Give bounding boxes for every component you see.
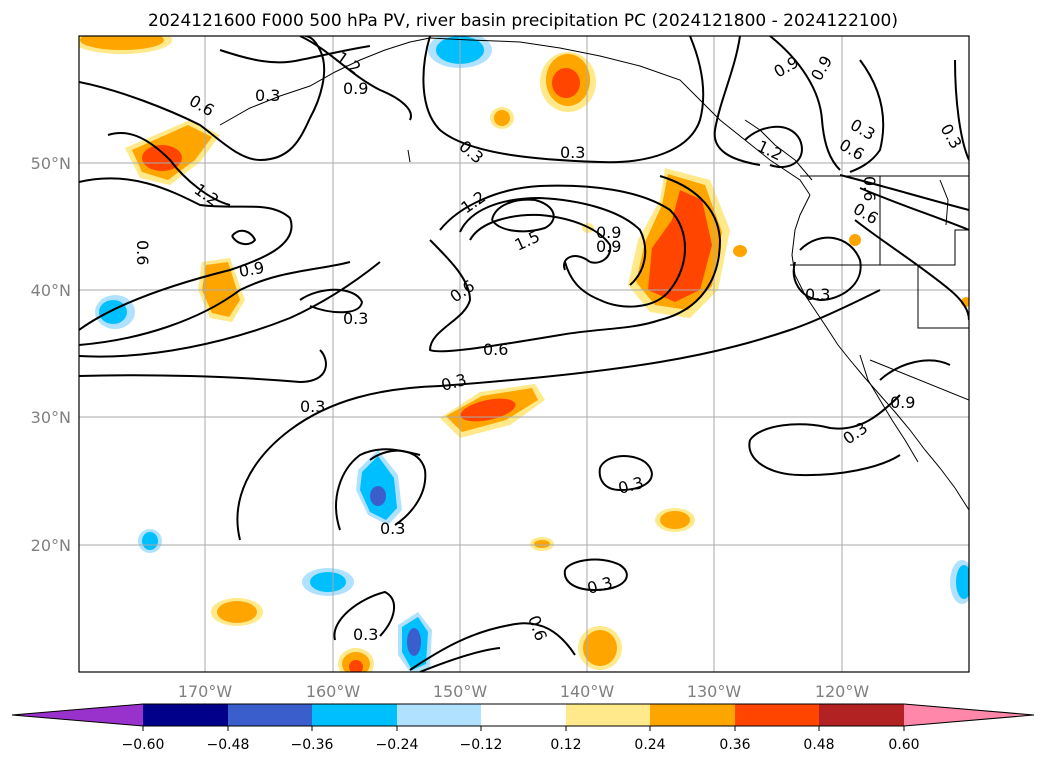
lat-label: 20°N (31, 536, 71, 555)
longitude-labels: 170°W 160°W 150°W 140°W 130°W 120°W (178, 682, 870, 701)
lon-label: 130°W (687, 682, 742, 701)
colorbar-tick-label: 0.36 (719, 737, 750, 753)
colorbar-segment (650, 704, 735, 726)
colorbar-segment (228, 704, 312, 726)
contour-label: 0.9 (890, 393, 915, 412)
colorbar-segment (12, 704, 143, 726)
lon-label: 160°W (306, 682, 361, 701)
contour-label: 0.3 (255, 86, 280, 105)
colorbar-segment (397, 704, 481, 726)
precip-positive-shading (79, 36, 969, 672)
colorbar-tick-label: 0.24 (634, 737, 665, 753)
map-frame (78, 35, 970, 673)
colorbar-segment (481, 704, 566, 726)
colorbar-tick-label: −0.48 (207, 737, 250, 753)
contour-label: 0.3 (353, 625, 378, 644)
lon-label: 140°W (560, 682, 615, 701)
contour-label: 0.3 (805, 285, 830, 304)
lon-label: 120°W (815, 682, 870, 701)
contour-label: 0.9 (237, 258, 265, 281)
contour-label: 0.3 (300, 397, 325, 416)
colorbar-segment (143, 704, 228, 726)
contour-label: 0.6 (483, 340, 508, 359)
colorbar-segment (312, 704, 397, 726)
contour-label: 0.9 (343, 79, 368, 98)
contour-label: 0.9 (596, 223, 621, 242)
lon-label: 150°W (433, 682, 488, 701)
colorbar-tick-label: 0.60 (888, 737, 919, 753)
colorbar-segment (819, 704, 904, 726)
contour-label: 0.3 (343, 309, 368, 328)
figure-title: 2024121600 F000 500 hPa PV, river basin … (148, 11, 898, 31)
colorbar-segment (566, 704, 650, 726)
colorbar-tick-label: 0.12 (550, 737, 581, 753)
lat-label: 40°N (31, 281, 71, 300)
colorbar-tick-label: 0.48 (803, 737, 834, 753)
contour-label: 0.3 (560, 143, 585, 162)
contour-label: 0.3 (380, 519, 405, 538)
contour-label: 0.6 (860, 176, 879, 201)
contour-label: 0.6 (133, 240, 152, 265)
coastlines (219, 37, 969, 511)
colorbar-ticks (142, 726, 905, 731)
colorbar-segment (904, 704, 1034, 726)
lat-label: 30°N (31, 408, 71, 427)
colorbar-segment (735, 704, 819, 726)
map-area: 0.6 0.3 1.2 0.9 0.3 0.6 1.2 0.9 0.3 0.6 … (79, 36, 969, 672)
colorbar: −0.60 −0.48 −0.36 −0.24 −0.12 0.12 0.24 … (11, 703, 1035, 753)
lon-label: 170°W (178, 682, 233, 701)
latitude-labels: 50°N 40°N 30°N 20°N (31, 154, 71, 555)
colorbar-tick-label: −0.60 (122, 737, 165, 753)
colorbar-tick-label: −0.24 (376, 737, 419, 753)
contour-label: 0.9 (596, 237, 621, 256)
lat-label: 50°N (31, 154, 71, 173)
colorbar-tick-label: −0.36 (291, 737, 334, 753)
pv-contours (79, 36, 969, 672)
colorbar-tick-label: −0.12 (460, 737, 503, 753)
